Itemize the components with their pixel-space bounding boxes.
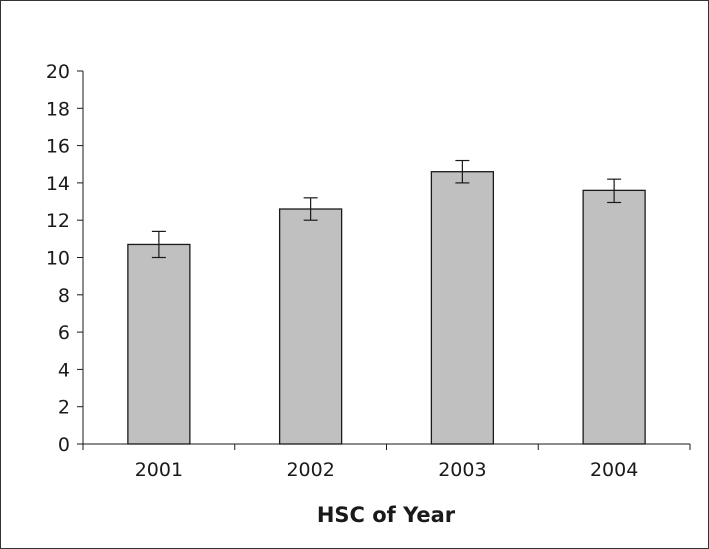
y-tick-label: 0: [58, 434, 70, 456]
y-tick-label: 18: [46, 98, 70, 120]
y-tick-label: 10: [46, 248, 70, 270]
bar-2004: [582, 189, 646, 445]
y-tick-label: 12: [46, 210, 70, 232]
x-axis-title: HSC of Year: [317, 503, 456, 527]
y-axis: 0 2 4 6 8 10 12 14 16 18 20: [46, 61, 84, 456]
bar-2002: [278, 208, 343, 445]
y-tick-label: 6: [58, 322, 70, 344]
bar-2003: [430, 171, 495, 445]
x-tick-label: 2003: [438, 459, 486, 481]
bar-2001: [127, 243, 191, 445]
x-tick-label: 2002: [286, 459, 334, 481]
error-bars: [151, 159, 622, 259]
y-tick-label: 20: [46, 61, 70, 83]
y-tick-label: 8: [58, 285, 70, 307]
x-tick-label: 2004: [590, 459, 638, 481]
y-tick-label: 14: [46, 173, 70, 195]
y-tick-label: 4: [58, 359, 70, 381]
x-tick-label: 2001: [135, 459, 183, 481]
y-tick-label: 16: [46, 136, 70, 158]
x-axis: 2001 2002 2003 2004: [82, 443, 691, 481]
bars: [127, 171, 646, 445]
y-tick-label: 2: [58, 397, 70, 419]
